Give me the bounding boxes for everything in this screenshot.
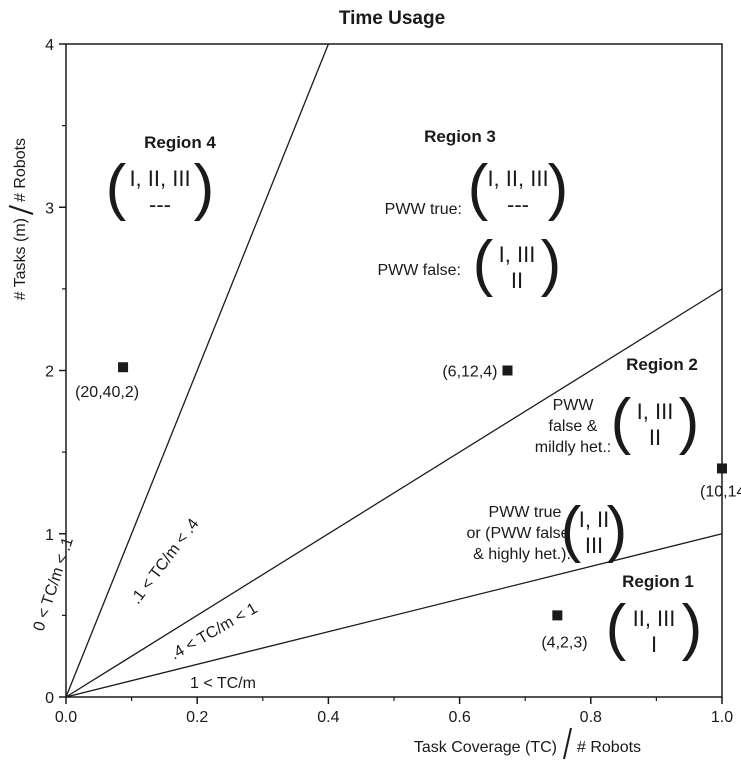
data-point: [502, 365, 513, 376]
region-2-cond-2-line-3: & highly het.):: [473, 546, 571, 563]
region-2-cond-1-line-2: false &: [549, 418, 598, 435]
y-axis-label-right: # Robots: [12, 138, 29, 202]
region-2-title: Region 2: [626, 355, 698, 374]
boundary-lines: [65, 43, 723, 698]
matrix-right-paren: ): [607, 495, 628, 564]
y-tick-label: 3: [45, 200, 54, 217]
data-point-label: (20,40,2): [75, 384, 139, 401]
matrix-right-paren: ): [679, 387, 700, 456]
region-2-cond-2-line-2: or (PWW false: [466, 525, 569, 542]
region-3-title: Region 3: [424, 127, 496, 146]
region-3-matrix-2: ( I, III II ): [473, 229, 562, 298]
matrix-left-paren: (: [611, 387, 632, 456]
chart-title: Time Usage: [339, 8, 445, 29]
region-4-matrix: ( I, II, III --- ): [106, 153, 215, 222]
x-tick-label: 1.0: [711, 709, 733, 726]
x-axis-label-divider: [563, 727, 572, 760]
boundary-label-3: .4 < TC/m < 1: [168, 600, 261, 664]
region-3-cond-2: PWW false:: [377, 262, 461, 279]
boundary-line-2: [65, 288, 723, 698]
x-axis-label-left: Task Coverage (TC): [414, 739, 557, 756]
y-axis-title: # Tasks (m) # Robots: [8, 138, 34, 300]
boundary-label-4: 1 < TC/m: [190, 675, 256, 692]
boundary-label-1: 0 < TC/m < .1: [31, 535, 77, 633]
x-tick-label: 0.0: [55, 709, 77, 726]
x-axis-title: Task Coverage (TC) # Robots: [414, 727, 641, 760]
region-1-title: Region 1: [622, 572, 694, 591]
matrix-bottom: II: [649, 425, 661, 450]
y-tick-label: 1: [45, 527, 54, 544]
region-4-title: Region 4: [144, 133, 216, 152]
matrix-left-paren: (: [561, 495, 582, 564]
region-3: Region 3 PWW true: ( I, II, III --- ) PW…: [377, 127, 568, 298]
region-2: Region 2 PWW false & mildly het.: ( I, I…: [466, 355, 699, 564]
matrix-bottom: ---: [507, 192, 529, 217]
matrix-top: I, II, III: [129, 166, 190, 191]
region-2-matrix-2: ( I, II III ): [561, 495, 628, 564]
region-1-matrix: ( II, III I ): [606, 593, 703, 662]
data-point-label: (6,12,4): [442, 364, 497, 381]
x-tick-label: 0.8: [580, 709, 602, 726]
matrix-bottom: ---: [149, 192, 171, 217]
y-tick-label: 2: [45, 364, 54, 381]
region-2-cond-2-line-1: PWW true: [489, 504, 562, 521]
matrix-right-paren: ): [548, 153, 569, 222]
boundary-line-3: [65, 533, 723, 698]
matrix-left-paren: (: [606, 593, 627, 662]
matrix-top: I, II, III: [487, 166, 548, 191]
y-tick-label: 4: [45, 37, 54, 54]
region-3-cond-1: PWW true:: [385, 201, 462, 218]
matrix-top: I, III: [499, 242, 536, 267]
matrix-bottom: I: [651, 632, 657, 657]
boundary-line-1: [65, 43, 330, 698]
region-2-cond-1-line-3: mildly het.:: [535, 439, 611, 456]
y-axis: 0 1 2 3 4: [45, 37, 66, 707]
x-axis: 0.0 0.2 0.4 0.6 0.8 1.0: [55, 697, 733, 726]
data-points: (20,40,2) (6,12,4) (10,14,10) (4,2,3): [75, 362, 741, 651]
x-tick-label: 0.2: [186, 709, 208, 726]
matrix-bottom: II: [511, 268, 523, 293]
region-2-cond-1-line-1: PWW: [553, 397, 595, 414]
matrix-right-paren: ): [194, 153, 215, 222]
y-axis-label-divider: [8, 205, 34, 215]
region-1: Region 1 ( II, III I ): [606, 572, 703, 662]
x-tick-label: 0.4: [317, 709, 339, 726]
x-axis-label-right: # Robots: [577, 739, 641, 756]
matrix-right-paren: ): [541, 229, 562, 298]
region-2-matrix-1: ( I, III II ): [611, 387, 700, 456]
y-axis-label-left: # Tasks (m): [12, 218, 29, 300]
matrix-top: I, II: [579, 507, 610, 532]
y-tick-label: 0: [45, 690, 54, 707]
matrix-top: II, III: [633, 606, 676, 631]
region-4: Region 4 ( I, II, III --- ): [106, 133, 217, 222]
data-point: [717, 463, 727, 474]
matrix-left-paren: (: [473, 229, 494, 298]
data-point: [118, 362, 129, 373]
data-point-label: (10,14,10): [700, 483, 741, 500]
boundary-label-2: .1 < TC/m < .4: [128, 516, 203, 608]
data-point: [552, 610, 563, 621]
x-tick-label: 0.6: [448, 709, 470, 726]
matrix-left-paren: (: [106, 153, 127, 222]
matrix-left-paren: (: [468, 153, 489, 222]
matrix-bottom: III: [585, 533, 603, 558]
matrix-top: I, III: [637, 399, 674, 424]
data-point-label: (4,2,3): [541, 634, 587, 651]
region-3-matrix-1: ( I, II, III --- ): [468, 153, 569, 222]
matrix-right-paren: ): [682, 593, 703, 662]
